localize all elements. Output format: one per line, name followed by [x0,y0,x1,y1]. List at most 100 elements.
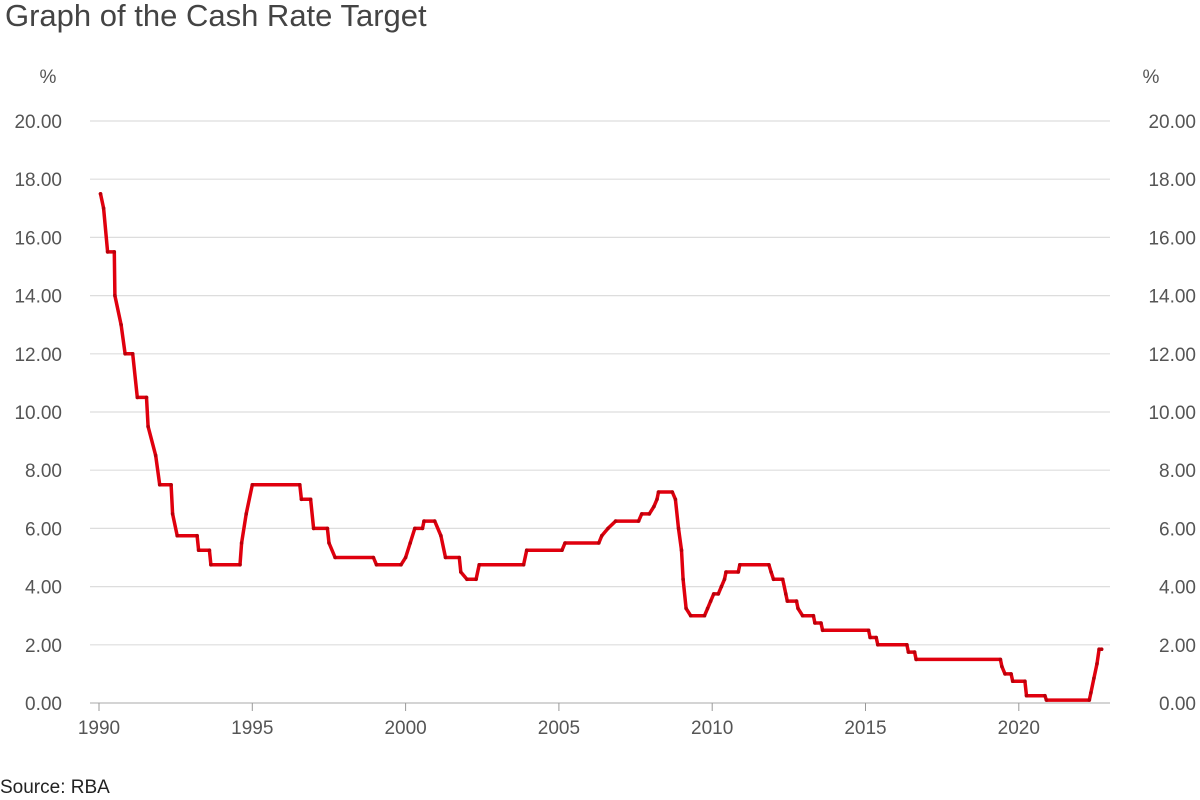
data-point [325,526,330,531]
data-point [738,563,742,567]
data-point [169,483,173,487]
y-tick-label-left: 4.00 [25,578,62,599]
y-tick-label-right: 2.00 [1159,636,1196,657]
data-point [175,533,179,538]
data-point [800,613,805,618]
data-point [1089,691,1093,695]
data-point [676,526,681,531]
x-tick-label: 2010 [691,718,733,739]
data-point [524,548,529,552]
data-point [679,548,684,552]
data-point [144,395,149,400]
y-tick-label-right: 10.00 [1148,403,1196,424]
data-point [119,322,123,327]
y-tick-label-left: 20.00 [14,112,62,133]
data-point [636,519,641,523]
data-point [560,548,564,552]
data-point [613,519,618,523]
y-tick-label-right: 12.00 [1148,345,1196,366]
x-tick-label: 2005 [538,718,580,739]
y-axis-left: 0.00 2.00 4.00 6.00 8.00 10.00 12.00 14.00 16.00… [14,112,62,715]
data-point [670,490,675,494]
data-point [135,395,140,400]
data-point [1023,679,1027,683]
data-point [563,541,567,545]
data-point [688,613,693,618]
data-point [422,519,426,523]
series-group [98,192,1104,702]
y-tick-label-right: 16.00 [1148,228,1196,249]
data-point [432,519,437,523]
data-point [600,533,604,538]
y-unit-left: % [40,67,57,88]
data-point [784,592,788,596]
data-point [465,577,469,582]
data-point [771,577,776,582]
data-point [113,293,117,298]
data-point [655,497,659,502]
data-point [459,570,463,574]
x-tick-label: 2000 [384,718,426,739]
data-point [1003,672,1007,676]
data-point [399,563,403,567]
data-point [98,192,103,196]
y-tick-label-left: 8.00 [25,461,62,482]
data-point [813,621,817,625]
y-tick-label-right: 18.00 [1148,170,1196,191]
data-point [1010,679,1015,683]
data-point [876,643,880,647]
data-point [705,606,710,611]
data-point [195,533,199,538]
data-point [780,577,785,582]
y-tick-label-left: 0.00 [25,694,62,715]
y-tick-label-right: 6.00 [1159,519,1196,540]
data-point [796,606,800,611]
data-point [639,512,644,516]
y-unit-right: % [1143,67,1160,88]
data-point [769,570,773,574]
data-point [209,563,213,567]
data-point [170,512,175,516]
data-point [239,541,244,545]
data-point [298,483,302,487]
data-point [413,526,417,531]
data-point [868,635,872,640]
y-tick-label-left: 2.00 [25,636,62,657]
data-point [244,512,248,516]
data-point [702,613,707,618]
data-point [905,643,909,647]
data-point [708,599,713,603]
data-point [647,512,652,516]
data-point [673,497,678,502]
data-point [1097,647,1101,651]
data-point [374,563,379,567]
data-point [1000,664,1004,669]
x-tick-label: 1990 [78,718,120,739]
data-point [439,533,443,538]
data-point [238,563,242,567]
data-point [1044,698,1049,702]
data-point [866,628,871,633]
data-point [457,555,462,560]
y-tick-label-right: 4.00 [1159,578,1196,599]
data-point [130,352,135,356]
y-axis-right: 0.00 2.00 4.00 6.00 8.00 10.00 12.00 14.00 16.00… [1148,112,1196,715]
data-point [656,490,661,494]
data-point [719,584,724,589]
y-tick-label-left: 16.00 [14,228,62,249]
y-tick-label-right: 14.00 [1148,287,1196,308]
data-point [403,555,408,560]
data-point [652,504,656,509]
data-point [1095,661,1099,666]
data-point [157,483,162,487]
data-point [912,650,917,654]
data-point [101,206,106,211]
x-tick-label: 2020 [998,718,1040,739]
data-point [914,657,918,662]
data-point [874,635,878,640]
data-point [105,250,110,254]
chart-title: Graph of the Cash Rate Target [5,0,427,33]
y-tick-label-left: 10.00 [14,403,62,424]
data-point [207,548,212,552]
data-point [736,570,741,574]
